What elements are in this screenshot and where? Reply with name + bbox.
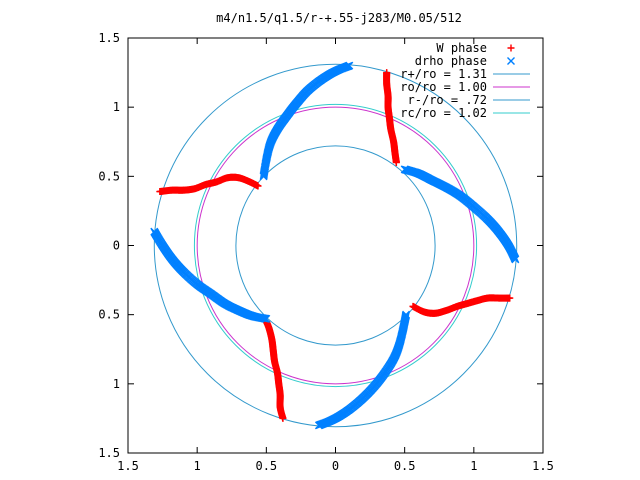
phase-point [392, 159, 400, 166]
spiral-arm [314, 310, 411, 430]
y-tick-label: 1 [113, 377, 120, 391]
spiral-arm [259, 61, 354, 181]
x-tick-label: 1 [194, 459, 201, 473]
reference-circle [235, 145, 436, 346]
chart-title: m4/n1.5/q1.5/r-+.55-j283/M0.05/512 [216, 11, 462, 25]
x-tick-label: 0.5 [255, 459, 277, 473]
x-tick-label: 1 [470, 459, 477, 473]
spiral-arm [383, 69, 400, 166]
x-tick-label: 0.5 [394, 459, 416, 473]
reference-circle [196, 106, 475, 385]
y-tick-label: 1.5 [98, 446, 120, 460]
legend-label: drho phase [415, 54, 487, 68]
y-tick-label: 0.5 [98, 169, 120, 183]
phase-point [259, 172, 268, 181]
series-w-phase [156, 69, 514, 422]
y-tick-label: 1 [113, 100, 120, 114]
phase-point [409, 302, 417, 310]
legend-marker [507, 57, 515, 65]
phase-point [262, 314, 271, 323]
y-tick-label: 1.5 [98, 31, 120, 45]
spiral-arm [409, 294, 514, 317]
data-markers [150, 61, 520, 430]
legend-marker [507, 44, 515, 52]
axis-ticks: 1.5 1 0.5 0 0.5 1 1.51.510.500.511.5 [98, 31, 554, 473]
x-tick-label: 1.5 [117, 459, 139, 473]
spiral-arm [400, 165, 520, 264]
y-tick-label: 0.5 [98, 308, 120, 322]
reference-circle [193, 103, 478, 388]
series-drho-phase [150, 61, 520, 430]
phase-point [254, 182, 262, 190]
y-tick-label: 0 [113, 239, 120, 253]
legend-label: W phase [436, 41, 487, 55]
legend-label: r-/ro = .72 [408, 93, 487, 107]
x-tick-label: 1.5 [532, 459, 554, 473]
legend-label: r+/ro = 1.31 [400, 67, 487, 81]
phase-point [402, 310, 411, 319]
phase-point [400, 165, 409, 174]
x-tick-label: 0 [332, 459, 339, 473]
spiral-arm [262, 318, 287, 422]
legend-label: rc/ro = 1.02 [400, 106, 487, 120]
spiral-arm [156, 173, 262, 196]
legend-label: ro/ro = 1.00 [400, 80, 487, 94]
spiral-arm [150, 227, 271, 323]
reference-circles [153, 63, 518, 428]
reference-circle [153, 63, 518, 428]
